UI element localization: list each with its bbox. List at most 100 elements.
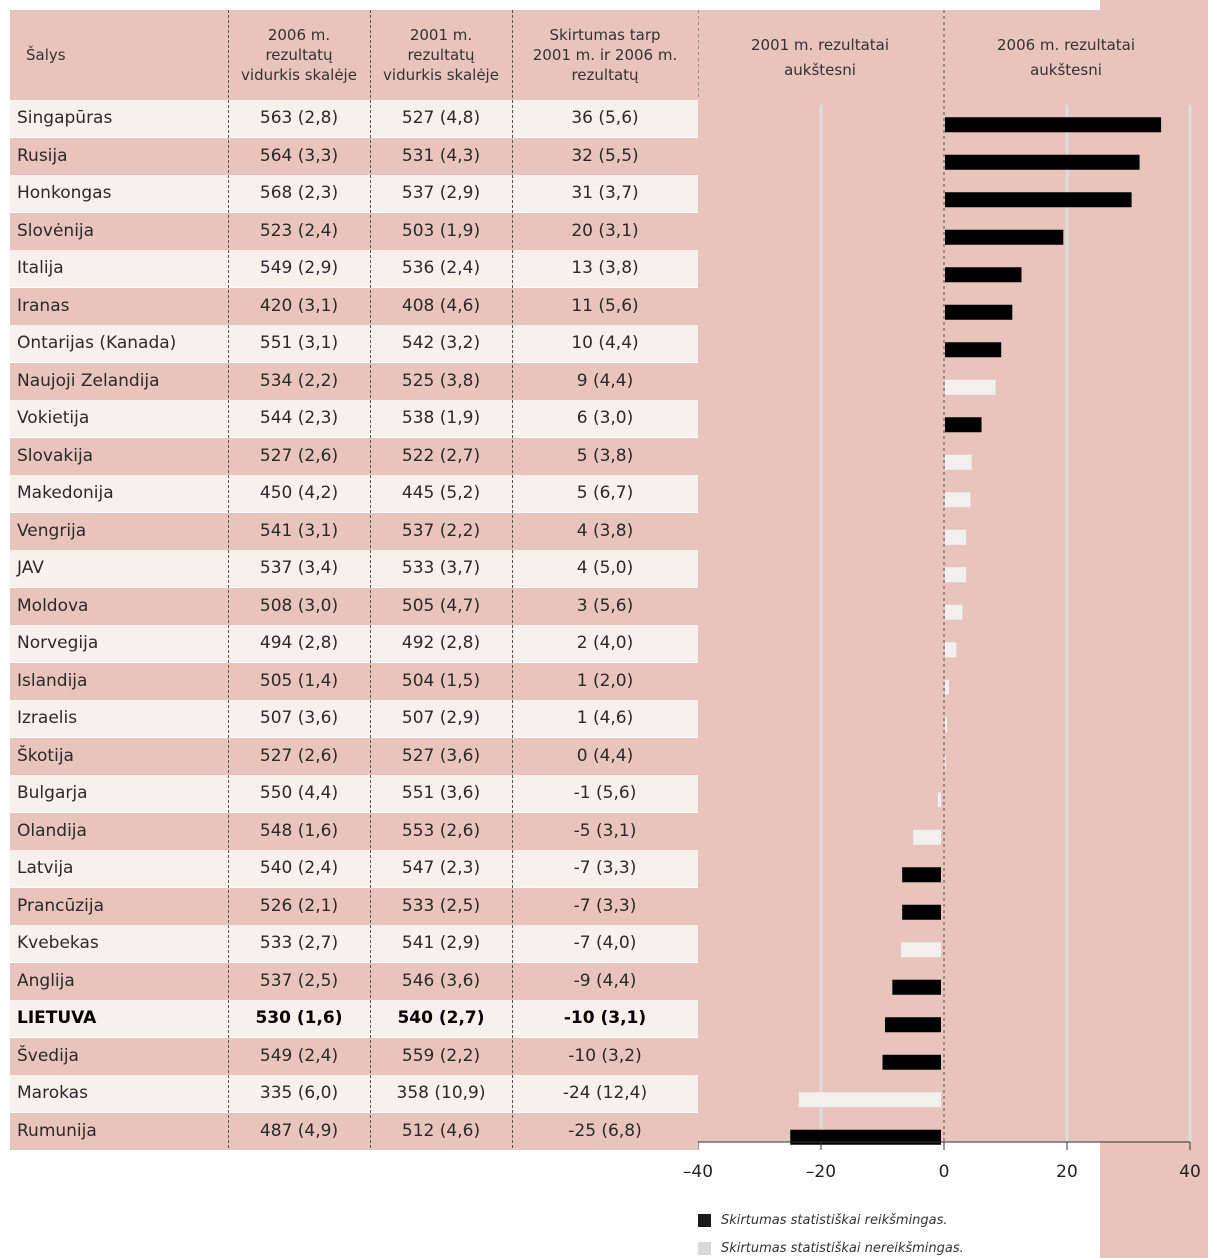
score-2001-cell: 541 (2,9) xyxy=(401,933,481,953)
score-2001-cell: 505 (4,7) xyxy=(401,595,481,616)
difference-cell: 5 (6,7) xyxy=(576,483,634,503)
x-tick-label: –40 xyxy=(683,1162,713,1182)
difference-cell: 11 (5,6) xyxy=(571,295,639,316)
country-cell: Bulgarja xyxy=(17,783,88,803)
bar xyxy=(790,1129,941,1145)
country-cell: Prancūzija xyxy=(17,895,105,916)
score-2001-cell: 542 (3,2) xyxy=(401,333,481,353)
difference-cell: -10 (3,1) xyxy=(563,1008,647,1028)
header-difference-line2: 2001 m. ir 2006 m. xyxy=(532,46,678,64)
score-2001-cell: 533 (3,7) xyxy=(401,558,481,578)
difference-cell: 10 (4,4) xyxy=(571,333,639,353)
score-2006-cell: 548 (1,6) xyxy=(259,820,339,841)
score-2006-cell: 420 (3,1) xyxy=(259,295,339,316)
country-cell: Kvebekas xyxy=(17,933,99,953)
header-2006-line2: rezultatų xyxy=(265,46,333,64)
legend-swatch-not-significant xyxy=(698,1241,711,1255)
country-cell: Iranas xyxy=(17,295,70,316)
score-2001-cell: 492 (2,8) xyxy=(401,633,481,653)
score-2001-cell: 540 (2,7) xyxy=(397,1008,485,1028)
bar xyxy=(945,117,1162,133)
country-cell: Islandija xyxy=(17,670,88,691)
difference-cell: 5 (3,8) xyxy=(576,445,634,466)
bar xyxy=(945,567,967,583)
difference-cell: 4 (5,0) xyxy=(576,558,634,578)
difference-cell: -5 (3,1) xyxy=(573,820,637,841)
score-2006-cell: 534 (2,2) xyxy=(259,370,339,391)
bar xyxy=(945,379,996,395)
difference-cell: -7 (3,3) xyxy=(573,858,637,878)
bar xyxy=(913,829,941,845)
difference-cell: -10 (3,2) xyxy=(568,1045,642,1066)
table-row: Moldova 508 (3,0) 505 (4,7) 3 (5,6) xyxy=(10,587,698,625)
score-2006-cell: 551 (3,1) xyxy=(259,333,339,353)
table-row: Prancūzija 526 (2,1) 533 (2,5) -7 (3,3) xyxy=(10,887,698,925)
score-2001-cell: 538 (1,9) xyxy=(401,408,481,428)
legend-significant: Skirtumas statistiškai reikšmingas. xyxy=(698,1210,948,1230)
table-row: Norvegija 494 (2,8) 492 (2,8) 2 (4,0) xyxy=(10,625,698,662)
difference-cell: 20 (3,1) xyxy=(571,220,639,241)
difference-cell: 36 (5,6) xyxy=(571,108,639,128)
score-2006-cell: 564 (3,3) xyxy=(259,145,339,166)
country-cell: Norvegija xyxy=(17,633,99,653)
bar xyxy=(945,679,949,695)
score-2006-cell: 505 (1,4) xyxy=(259,670,339,691)
bar xyxy=(937,792,941,808)
country-cell: Slovakija xyxy=(17,445,94,466)
x-tick-label: 20 xyxy=(1056,1162,1078,1182)
score-2006-cell: 544 (2,3) xyxy=(259,408,339,428)
difference-cell: 31 (3,7) xyxy=(571,183,639,203)
score-2006-cell: 507 (3,6) xyxy=(259,708,339,728)
table-row: Slovėnija 523 (2,4) 503 (1,9) 20 (3,1) xyxy=(10,212,698,250)
country-cell: Rusija xyxy=(17,145,68,166)
table-row: Naujoji Zelandija 534 (2,2) 525 (3,8) 9 (4,… xyxy=(10,362,698,400)
table-row: Italija 549 (2,9) 536 (2,4) 13 (3,8) xyxy=(10,250,698,287)
country-cell: Švedija xyxy=(17,1045,79,1066)
table-row: JAV 537 (3,4) 533 (3,7) 4 (5,0) xyxy=(10,550,698,587)
panel-label-2001: aukštesni xyxy=(784,61,856,79)
difference-cell: 4 (3,8) xyxy=(576,520,634,541)
score-2001-cell: 537 (2,9) xyxy=(401,183,481,203)
score-2001-cell: 512 (4,6) xyxy=(401,1120,481,1141)
table-row: Makedonija 450 (4,2) 445 (5,2) 5 (6,7) xyxy=(10,475,698,512)
country-cell: Olandija xyxy=(17,820,87,841)
bar xyxy=(945,604,963,620)
score-2006-cell: 494 (2,8) xyxy=(259,633,339,653)
country-cell: Latvija xyxy=(17,858,74,878)
difference-cell: -24 (12,4) xyxy=(562,1083,648,1103)
bar xyxy=(945,492,971,508)
panel-label-2001: 2001 m. rezultatai xyxy=(751,36,889,54)
score-2006-cell: 568 (2,3) xyxy=(259,183,339,203)
score-2001-cell: 358 (10,9) xyxy=(396,1083,486,1103)
bar xyxy=(798,1092,941,1108)
score-2001-cell: 525 (3,8) xyxy=(401,370,481,391)
table-row: Slovakija 527 (2,6) 522 (2,7) 5 (3,8) xyxy=(10,437,698,475)
header-difference-line3: rezultatų xyxy=(571,66,639,84)
country-cell: Singapūras xyxy=(17,108,113,128)
country-cell: Makedonija xyxy=(17,483,114,503)
score-2006-cell: 549 (2,9) xyxy=(259,258,339,278)
country-cell: Ontarijas (Kanada) xyxy=(17,333,177,353)
table-row: Ontarijas (Kanada) 551 (3,1) 542 (3,2) 10 (… xyxy=(10,325,698,362)
score-2001-cell: 559 (2,2) xyxy=(401,1045,481,1066)
bar xyxy=(945,267,1022,283)
score-2006-cell: 335 (6,0) xyxy=(259,1083,339,1103)
x-tick-label: –20 xyxy=(806,1162,836,1182)
legend-significant-label: Skirtumas statistiškai reikšmingas. xyxy=(721,1212,948,1228)
difference-cell: -7 (4,0) xyxy=(573,933,637,953)
difference-cell: 13 (3,8) xyxy=(571,258,639,278)
score-2006-cell: 549 (2,4) xyxy=(259,1045,339,1066)
score-2001-cell: 553 (2,6) xyxy=(401,820,481,841)
score-2001-cell: 507 (2,9) xyxy=(401,708,481,728)
header-difference-line1: Skirtumas tarp xyxy=(549,26,661,44)
table-row: Marokas 335 (6,0) 358 (10,9) -24 (12,4) xyxy=(10,1075,698,1112)
legend-not-significant: Skirtumas statistiškai nereikšmingas. xyxy=(698,1238,964,1258)
country-cell: Moldova xyxy=(17,595,89,616)
table-row: Rumunija 487 (4,9) 512 (4,6) -25 (6,8) xyxy=(10,1112,698,1150)
table-row: Vokietija 544 (2,3) 538 (1,9) 6 (3,0) xyxy=(10,400,698,437)
legend-swatch-significant xyxy=(698,1213,711,1227)
bar xyxy=(945,229,1064,245)
score-2001-cell: 503 (1,9) xyxy=(401,220,481,241)
country-cell: Marokas xyxy=(17,1083,88,1103)
country-cell: Vengrija xyxy=(17,520,87,541)
